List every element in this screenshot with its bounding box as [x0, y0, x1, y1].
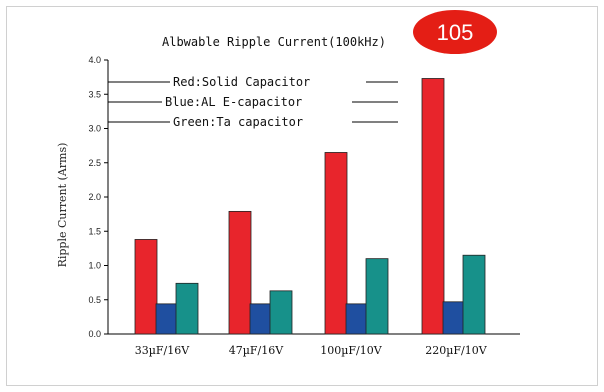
bar [324, 152, 348, 335]
bar [175, 282, 199, 335]
bar [155, 303, 179, 335]
legend: Red:Solid Capacitor Blue:AL E-capacitor Gr… [108, 75, 398, 129]
x-tick-label: 100µF/10V [320, 344, 382, 357]
annotation-badge: 105 [413, 10, 497, 54]
bars [134, 78, 486, 335]
badge-oval [413, 10, 497, 54]
y-tick-label: 0.0 [88, 329, 101, 339]
y-tick-label: 1.0 [88, 261, 101, 271]
y-ticks: 0.0 0.5 1.0 1.5 2.0 2.5 3.0 3.5 4.0 [88, 55, 108, 339]
y-tick-label: 2.5 [88, 158, 101, 168]
bar [345, 303, 369, 335]
legend-entry: Green:Ta capacitor [173, 115, 303, 129]
y-tick-label: 3.5 [88, 89, 101, 99]
bar [442, 301, 466, 335]
y-tick-label: 0.5 [88, 295, 101, 305]
legend-entry: Blue:AL E-capacitor [165, 95, 302, 109]
bar [462, 254, 486, 335]
bar [365, 258, 389, 335]
legend-entry: Red:Solid Capacitor [173, 75, 310, 89]
x-tick-labels: 33µF/16V 47µF/16V 100µF/10V 220µF/10V [135, 344, 488, 357]
chart-frame [6, 6, 598, 386]
y-axis-label: Ripple Current (Arms) [56, 143, 69, 268]
y-tick-label: 2.0 [88, 192, 101, 202]
x-tick-label: 47µF/16V [229, 344, 284, 357]
bar [249, 303, 273, 335]
bar [228, 210, 252, 335]
y-tick-label: 3.0 [88, 124, 101, 134]
y-tick-label: 1.5 [88, 226, 101, 236]
bar [134, 239, 158, 335]
x-tick-label: 220µF/10V [425, 344, 487, 357]
x-tick-label: 33µF/16V [135, 344, 190, 357]
badge-label: 105 [437, 20, 474, 45]
bar [421, 78, 445, 335]
bar [269, 290, 293, 335]
y-tick-label: 4.0 [88, 55, 101, 65]
chart-title: Albwable Ripple Current(100kHz) [162, 35, 386, 49]
